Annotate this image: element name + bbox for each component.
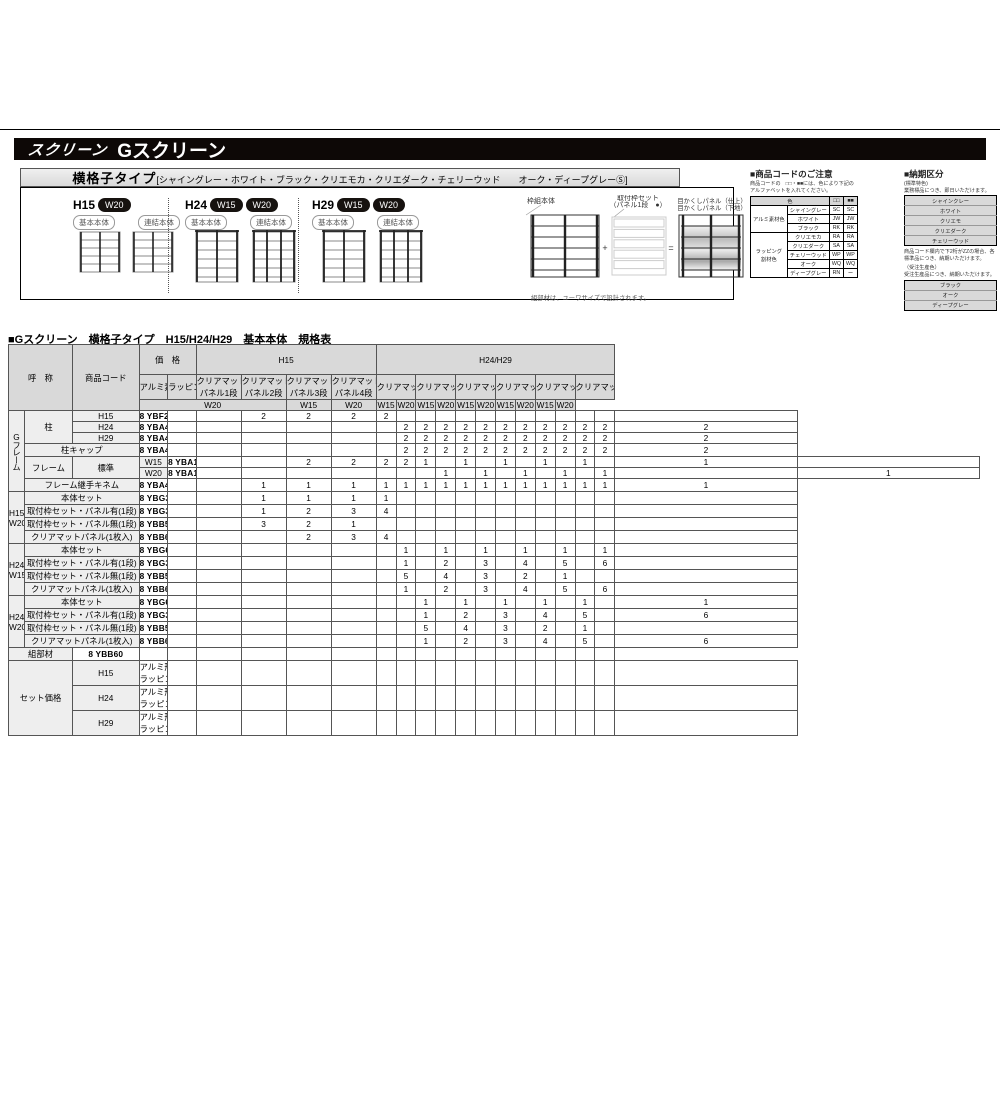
svg-text:+: + bbox=[602, 243, 607, 253]
svg-text:目かくしパネル（下地）: 目かくしパネル（下地） bbox=[677, 203, 746, 212]
svg-text:枠組本体: 枠組本体 bbox=[527, 196, 555, 205]
svg-text:（パネル1段 ●）: （パネル1段 ●） bbox=[609, 200, 666, 209]
svg-text:取付枠セット: 取付枠セット bbox=[617, 195, 659, 202]
svg-text:目かくしパネル（仕上）: 目かくしパネル（仕上） bbox=[677, 196, 746, 205]
svg-text:=: = bbox=[668, 243, 673, 253]
